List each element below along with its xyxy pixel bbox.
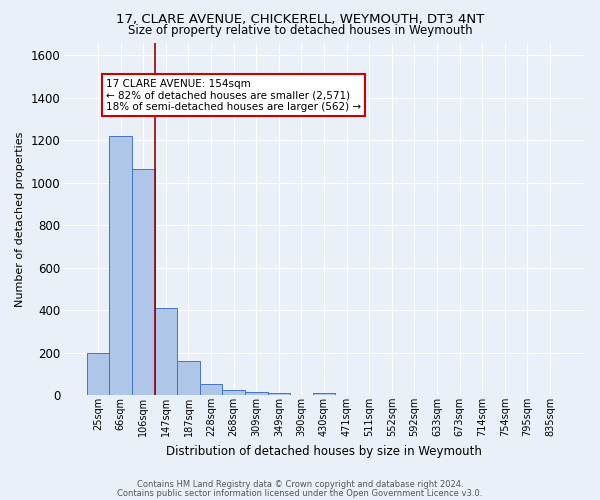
Bar: [200, 384, 223, 396]
Bar: [223, 390, 245, 396]
Bar: [177, 360, 200, 396]
Text: Size of property relative to detached houses in Weymouth: Size of property relative to detached ho…: [128, 24, 472, 37]
Bar: [313, 392, 335, 396]
Text: 17, CLARE AVENUE, CHICKERELL, WEYMOUTH, DT3 4NT: 17, CLARE AVENUE, CHICKERELL, WEYMOUTH, …: [116, 12, 484, 26]
Bar: [109, 136, 132, 396]
Bar: [132, 169, 155, 396]
Bar: [268, 394, 290, 396]
Text: Contains HM Land Registry data © Crown copyright and database right 2024.: Contains HM Land Registry data © Crown c…: [137, 480, 463, 489]
Y-axis label: Number of detached properties: Number of detached properties: [15, 131, 25, 306]
Bar: [87, 353, 109, 396]
Bar: [245, 392, 268, 396]
Bar: [155, 308, 177, 396]
X-axis label: Distribution of detached houses by size in Weymouth: Distribution of detached houses by size …: [166, 444, 482, 458]
Text: Contains public sector information licensed under the Open Government Licence v3: Contains public sector information licen…: [118, 488, 482, 498]
Text: 17 CLARE AVENUE: 154sqm
← 82% of detached houses are smaller (2,571)
18% of semi: 17 CLARE AVENUE: 154sqm ← 82% of detache…: [106, 78, 361, 112]
